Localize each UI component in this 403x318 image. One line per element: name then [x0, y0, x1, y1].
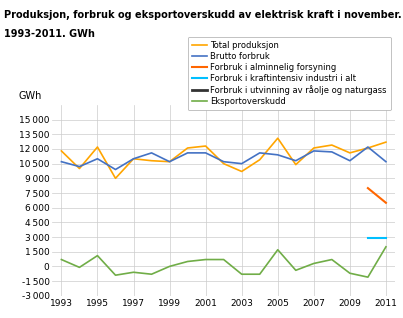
- Brutto forbruk: [312, 149, 316, 153]
- Legend: Total produksjon, Brutto forbruk, Forbruk i alminnelig forsyning, Forbruk i kraf: Total produksjon, Brutto forbruk, Forbru…: [188, 37, 391, 110]
- Eksportoverskudd: [149, 272, 154, 276]
- Total produksjon: [131, 157, 136, 161]
- Eksportoverskudd: [257, 272, 262, 276]
- Total produksjon: [293, 163, 298, 167]
- Line: Total produksjon: Total produksjon: [61, 138, 386, 178]
- Brutto forbruk: [384, 160, 388, 163]
- Total produksjon: [239, 169, 244, 173]
- Brutto forbruk: [95, 157, 100, 161]
- Total produksjon: [59, 149, 64, 153]
- Total produksjon: [257, 158, 262, 162]
- Brutto forbruk: [59, 160, 64, 163]
- Line: Brutto forbruk: Brutto forbruk: [61, 147, 386, 169]
- Brutto forbruk: [149, 151, 154, 155]
- Forbruk i kraftintensiv industri i alt: [366, 236, 370, 239]
- Total produksjon: [77, 167, 82, 170]
- Brutto forbruk: [257, 151, 262, 155]
- Brutto forbruk: [131, 157, 136, 161]
- Brutto forbruk: [221, 160, 226, 163]
- Total produksjon: [95, 145, 100, 149]
- Text: 1993-2011. GWh: 1993-2011. GWh: [4, 29, 95, 38]
- Eksportoverskudd: [366, 275, 370, 279]
- Total produksjon: [113, 176, 118, 180]
- Eksportoverskudd: [239, 272, 244, 276]
- Total produksjon: [221, 162, 226, 166]
- Eksportoverskudd: [312, 261, 316, 265]
- Brutto forbruk: [239, 162, 244, 166]
- Brutto forbruk: [366, 145, 370, 149]
- Eksportoverskudd: [131, 270, 136, 274]
- Total produksjon: [329, 143, 334, 147]
- Total produksjon: [347, 151, 352, 155]
- Eksportoverskudd: [95, 254, 100, 258]
- Brutto forbruk: [167, 160, 172, 163]
- Total produksjon: [185, 146, 190, 150]
- Eksportoverskudd: [275, 248, 280, 252]
- Eksportoverskudd: [329, 258, 334, 261]
- Eksportoverskudd: [77, 266, 82, 269]
- Brutto forbruk: [203, 151, 208, 155]
- Total produksjon: [203, 144, 208, 148]
- Forbruk i utvinning av råolje og naturgass: [384, 261, 388, 265]
- Brutto forbruk: [293, 159, 298, 162]
- Total produksjon: [384, 140, 388, 144]
- Total produksjon: [275, 136, 280, 140]
- Brutto forbruk: [113, 168, 118, 171]
- Eksportoverskudd: [221, 258, 226, 261]
- Total produksjon: [312, 146, 316, 150]
- Total produksjon: [149, 159, 154, 162]
- Brutto forbruk: [329, 150, 334, 154]
- Eksportoverskudd: [59, 258, 64, 261]
- Eksportoverskudd: [384, 245, 388, 249]
- Eksportoverskudd: [203, 258, 208, 261]
- Forbruk i kraftintensiv industri i alt: [384, 236, 388, 239]
- Text: GWh: GWh: [18, 91, 42, 101]
- Total produksjon: [167, 160, 172, 163]
- Brutto forbruk: [77, 165, 82, 169]
- Eksportoverskudd: [185, 259, 190, 263]
- Line: Eksportoverskudd: Eksportoverskudd: [61, 247, 386, 277]
- Eksportoverskudd: [167, 265, 172, 268]
- Eksportoverskudd: [293, 268, 298, 272]
- Total produksjon: [366, 146, 370, 150]
- Brutto forbruk: [185, 151, 190, 155]
- Brutto forbruk: [347, 159, 352, 162]
- Eksportoverskudd: [113, 273, 118, 277]
- Brutto forbruk: [275, 153, 280, 157]
- Eksportoverskudd: [347, 271, 352, 275]
- Forbruk i alminnelig forsyning: [366, 186, 370, 190]
- Text: Produksjon, forbruk og eksportoverskudd av elektrisk kraft i november.: Produksjon, forbruk og eksportoverskudd …: [4, 10, 402, 19]
- Line: Forbruk i alminnelig forsyning: Forbruk i alminnelig forsyning: [368, 188, 386, 203]
- Forbruk i alminnelig forsyning: [384, 201, 388, 205]
